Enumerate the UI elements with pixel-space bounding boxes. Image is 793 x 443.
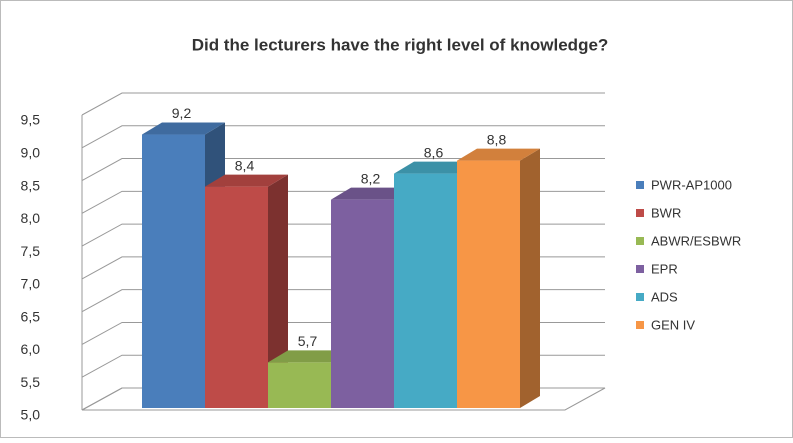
data-label: 9,2 <box>172 105 192 121</box>
bar-top <box>205 174 288 187</box>
data-label: 8,8 <box>487 131 507 147</box>
legend-swatch <box>636 293 644 301</box>
bar-top <box>331 187 414 200</box>
legend-label: BWR <box>651 205 681 220</box>
bar-top <box>142 122 225 135</box>
bar-side <box>268 174 288 408</box>
data-label: 8,4 <box>235 157 255 173</box>
y-tick-label: 9,5 <box>21 112 41 128</box>
legend-swatch <box>636 321 644 329</box>
bar-side <box>520 148 540 409</box>
grid-line <box>81 92 605 116</box>
grid-line <box>81 158 605 181</box>
legend-swatch <box>636 237 644 245</box>
y-tick-label: 5,0 <box>21 407 41 423</box>
y-tick-label: 6,5 <box>21 308 41 324</box>
data-label: 8,2 <box>361 170 381 186</box>
data-label: 8,6 <box>424 144 444 160</box>
grid-line <box>81 125 605 149</box>
bar-top <box>394 161 477 174</box>
bar <box>142 134 205 409</box>
chart-title: Did the lecturers have the right level o… <box>192 35 609 54</box>
bar-top <box>268 350 351 363</box>
legend-label: ADS <box>651 289 678 304</box>
y-tick-label: 8,0 <box>21 210 41 226</box>
legend-swatch <box>636 181 644 189</box>
legend-label: ABWR/ESBWR <box>651 233 741 248</box>
y-tick-label: 7,0 <box>21 276 41 292</box>
legend-label: EPR <box>651 261 678 276</box>
legend-swatch <box>636 209 644 217</box>
y-tick-label: 6,0 <box>21 341 41 357</box>
data-label: 5,7 <box>298 333 318 349</box>
bar-top <box>457 148 540 161</box>
bar <box>268 362 331 408</box>
bar <box>394 173 457 408</box>
y-tick-label: 5,5 <box>21 374 41 390</box>
y-tick-label: 9,0 <box>21 144 41 160</box>
legend-label: GEN IV <box>651 317 695 332</box>
bar <box>331 199 394 408</box>
legend-swatch <box>636 265 644 273</box>
y-tick-label: 7,5 <box>21 243 41 259</box>
legend-label: PWR-AP1000 <box>651 177 732 192</box>
bar <box>205 186 268 408</box>
bar <box>457 160 520 408</box>
y-tick-label: 8,5 <box>21 177 41 193</box>
